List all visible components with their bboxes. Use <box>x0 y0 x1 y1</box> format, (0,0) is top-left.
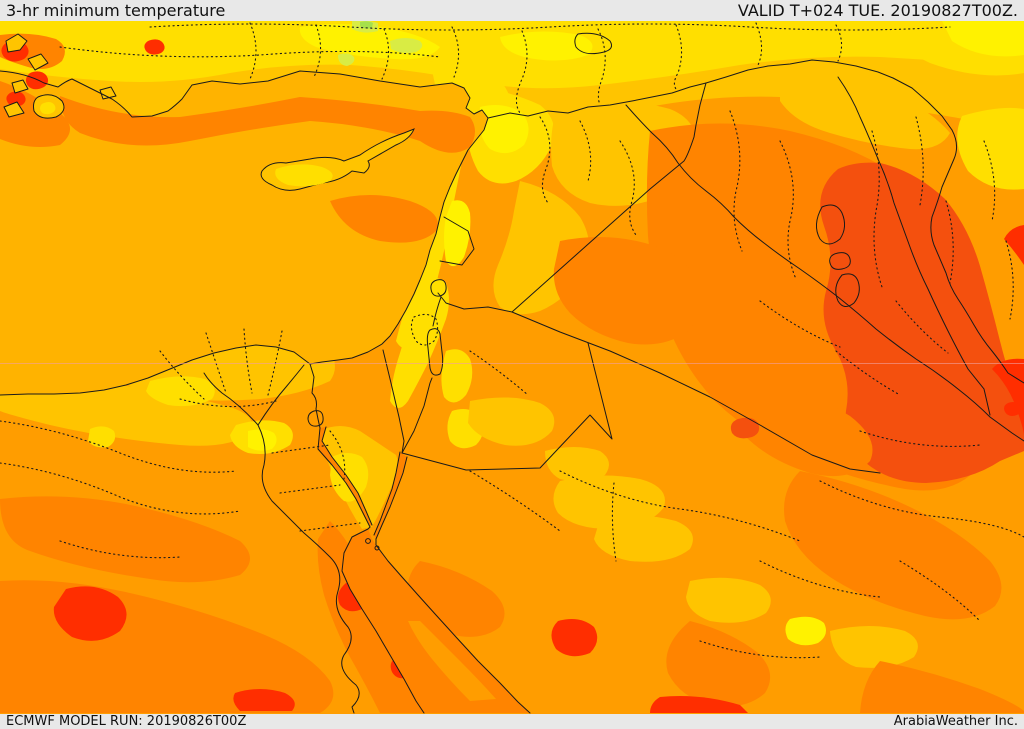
west-bank-boundary <box>410 313 439 346</box>
temperature-map-canvas <box>0 21 1024 714</box>
gulf-of-suez-coast <box>317 426 373 528</box>
lake-tharthar <box>816 204 846 245</box>
iraq-iran-border <box>930 129 1024 384</box>
israel-egypt-border <box>382 349 405 454</box>
warm-sea-band-turkish-coast <box>60 96 475 153</box>
iraq-saudi-border <box>511 311 881 474</box>
israel-jordan-border <box>401 377 433 454</box>
tiran-island <box>365 538 371 544</box>
model-run-label: ECMWF MODEL RUN: 20190826T00Z <box>6 714 247 729</box>
lakes <box>307 32 860 427</box>
contours-iraq <box>553 123 1024 491</box>
valid-time-label: VALID T+024 TUE. 20190827T00Z. <box>737 1 1018 20</box>
map-footer-bar: ECMWF MODEL RUN: 20190826T00Z ArabiaWeat… <box>0 714 1024 729</box>
tigris-river <box>837 76 991 416</box>
lake-habbaniyah <box>829 252 851 270</box>
red-sea-saudi-coast <box>375 538 531 714</box>
red-sea <box>318 427 530 713</box>
gulf-of-aqaba <box>374 452 407 539</box>
gulf-of-aqaba-coast <box>373 451 408 540</box>
syria-iraq-border <box>511 82 707 313</box>
map-header-bar: 3-hr minimum temperature VALID T+024 TUE… <box>0 0 1024 21</box>
lake-tuz <box>574 32 612 55</box>
nile-damietta-branch <box>257 364 305 426</box>
cyprus-island <box>260 128 415 191</box>
temperature-field <box>0 21 1024 714</box>
provider-label: ArabiaWeather Inc. <box>893 714 1018 729</box>
jordan-river <box>432 296 442 327</box>
suez-canal <box>309 363 321 429</box>
nile-rosetta-branch <box>203 372 259 426</box>
lebanon-border <box>439 216 475 266</box>
lake-razzazah <box>835 273 860 307</box>
mediterranean-coastline <box>0 70 489 396</box>
turkey-iraq-border <box>892 77 953 131</box>
bitter-lakes <box>307 410 324 427</box>
sanafir-island <box>374 545 380 551</box>
euphrates-river <box>625 104 1024 442</box>
syria-jordan-border <box>437 292 513 313</box>
map-title: 3-hr minimum temperature <box>6 1 226 20</box>
contours-arabia <box>407 381 1024 713</box>
red-sea-center-stripe <box>408 621 496 701</box>
red-sea-egypt-coast <box>341 526 425 714</box>
temperature-map <box>0 21 1024 714</box>
red-sea-water <box>342 529 530 713</box>
warm-sea-patch-cyprus <box>330 195 438 243</box>
gulf-of-suez <box>318 427 372 527</box>
rivers <box>203 76 1024 714</box>
turkey-syria-border <box>487 59 894 119</box>
nile-river <box>257 424 360 714</box>
dead-sea <box>426 328 444 376</box>
country-borders <box>382 59 1024 474</box>
jordan-saudi-border <box>401 342 613 471</box>
aegean-islands <box>3 33 117 119</box>
coastlines <box>0 70 531 714</box>
